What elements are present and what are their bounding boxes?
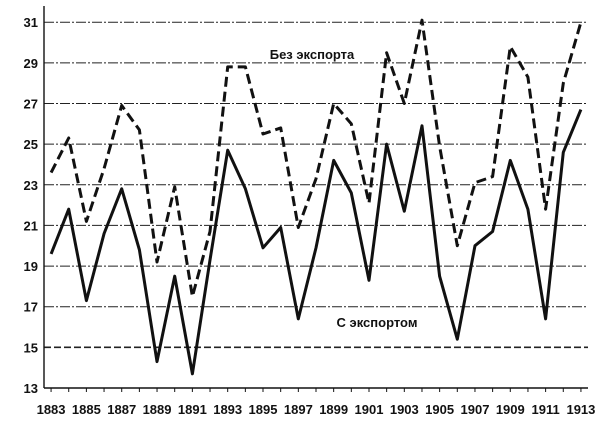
x-tick-label-1887: 1887 bbox=[107, 402, 136, 417]
y-tick-label-31: 31 bbox=[24, 15, 38, 30]
x-tick-label-1893: 1893 bbox=[213, 402, 242, 417]
x-tick-label-1905: 1905 bbox=[425, 402, 454, 417]
series-label-with-export: С экспортом bbox=[337, 315, 418, 330]
x-tick-label-1913: 1913 bbox=[566, 402, 595, 417]
y-tick-label-13: 13 bbox=[24, 381, 38, 396]
x-tick-label-1889: 1889 bbox=[143, 402, 172, 417]
y-tick-label-17: 17 bbox=[24, 300, 38, 315]
x-tick-label-1903: 1903 bbox=[390, 402, 419, 417]
series-label-without-export: Без экспорта bbox=[270, 47, 355, 62]
x-tick-label-1895: 1895 bbox=[249, 402, 278, 417]
y-tick-label-27: 27 bbox=[24, 96, 38, 111]
y-tick-label-25: 25 bbox=[24, 137, 38, 152]
x-tick-label-1885: 1885 bbox=[72, 402, 101, 417]
y-tick-label-21: 21 bbox=[24, 218, 38, 233]
y-tick-label-19: 19 bbox=[24, 259, 38, 274]
x-tick-label-1897: 1897 bbox=[284, 402, 313, 417]
y-tick-label-23: 23 bbox=[24, 178, 38, 193]
x-tick-label-1909: 1909 bbox=[496, 402, 525, 417]
x-tick-label-1907: 1907 bbox=[461, 402, 490, 417]
x-tick-label-1911: 1911 bbox=[532, 402, 560, 417]
y-tick-label-15: 15 bbox=[24, 340, 38, 355]
series-lines bbox=[49, 18, 583, 376]
x-tick-label-1883: 1883 bbox=[37, 402, 66, 417]
x-tick-label-1891: 1891 bbox=[178, 402, 207, 417]
y-axis-ticks: 13 15 17 19 21 23 25 27 29 31 bbox=[24, 15, 38, 396]
x-tick-label-1901: 1901 bbox=[355, 402, 384, 417]
y-tick-label-29: 29 bbox=[24, 56, 38, 71]
x-axis-ticks: 1883 1885 1887 1889 1891 1893 1895 1897 1899 1901… bbox=[37, 388, 595, 417]
x-tick-label-1899: 1899 bbox=[319, 402, 348, 417]
series-line-with-export bbox=[49, 109, 583, 376]
series-line-without-export bbox=[49, 18, 583, 298]
